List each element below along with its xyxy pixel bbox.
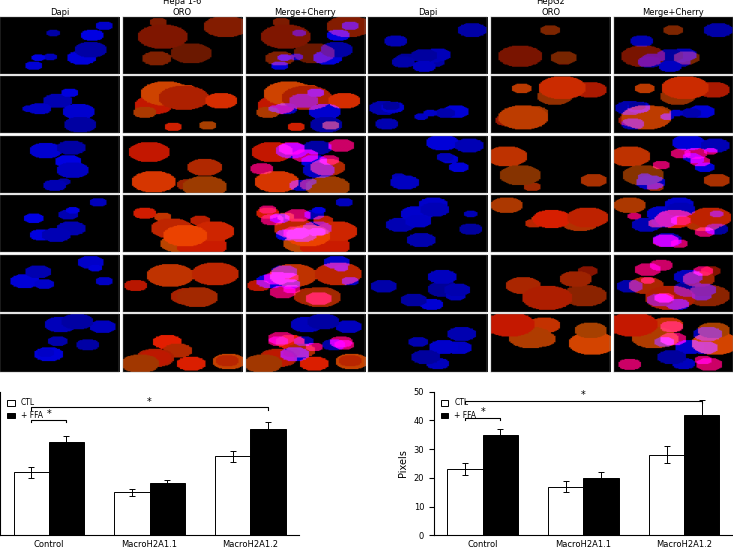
Bar bbox=[215, 457, 251, 535]
Text: *: * bbox=[480, 407, 485, 417]
Bar bbox=[684, 415, 719, 535]
Bar bbox=[583, 478, 619, 535]
Text: *: * bbox=[581, 390, 586, 400]
Text: *: * bbox=[147, 397, 152, 407]
Title: HepG2
ORO: HepG2 ORO bbox=[537, 0, 565, 17]
Bar bbox=[548, 486, 583, 535]
Title: Dapi: Dapi bbox=[419, 8, 438, 17]
Title: Dapi: Dapi bbox=[50, 8, 70, 17]
Title: Merge+Cherry: Merge+Cherry bbox=[643, 8, 704, 17]
Bar bbox=[14, 473, 49, 535]
Y-axis label: Pixels: Pixels bbox=[398, 449, 408, 477]
Legend: CTL, + FFA: CTL, + FFA bbox=[4, 395, 45, 423]
Bar bbox=[114, 492, 150, 535]
Bar bbox=[649, 455, 684, 535]
Bar bbox=[49, 442, 84, 535]
Bar bbox=[150, 483, 185, 535]
Bar bbox=[251, 429, 286, 535]
Legend: CTL, + FFA: CTL, + FFA bbox=[438, 395, 479, 423]
Title: Hepa 1-6
ORO: Hepa 1-6 ORO bbox=[163, 0, 202, 17]
Title: Merge+Cherry: Merge+Cherry bbox=[274, 8, 336, 17]
Bar bbox=[482, 434, 518, 535]
Text: *: * bbox=[46, 410, 51, 420]
Bar bbox=[447, 469, 482, 535]
